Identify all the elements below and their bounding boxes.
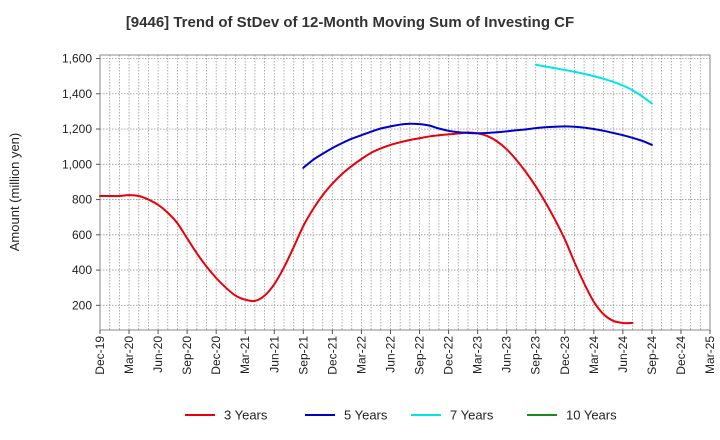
x-tick-label: Dec-19 <box>93 336 107 375</box>
legend: 3 Years 5 Years 7 Years 10 Years <box>185 408 617 423</box>
legend-label-5-years: 5 Years <box>344 408 388 423</box>
legend-label-10-years: 10 Years <box>566 408 617 423</box>
x-tick-label: Jun-21 <box>267 336 281 373</box>
x-tick-label: Dec-23 <box>558 336 572 375</box>
y-tick-label: 400 <box>72 263 92 277</box>
y-tick-label: 1,200 <box>62 122 92 136</box>
y-axis-label: Amount (million yen) <box>7 133 22 252</box>
y-tick-label: 1,400 <box>62 87 92 101</box>
legend-label-7-years: 7 Years <box>450 408 494 423</box>
y-tick-label: 1,000 <box>62 157 92 171</box>
series-line-3-years <box>99 131 634 325</box>
plot-area-frame <box>99 54 711 331</box>
x-tick-label: Mar-21 <box>238 336 252 374</box>
x-tick-label: Dec-22 <box>442 336 456 375</box>
x-tick-label: Jun-20 <box>151 336 165 373</box>
y-tick-label: 1,600 <box>62 52 92 66</box>
chart-title: [9446] Trend of StDev of 12-Month Moving… <box>126 14 574 31</box>
x-tick-label: Mar-20 <box>122 336 136 374</box>
x-tick-label: Dec-21 <box>325 336 339 375</box>
x-tick-label: Sep-21 <box>296 336 310 375</box>
x-tick-label: Sep-24 <box>645 336 659 375</box>
x-tick-label: Jun-23 <box>500 336 514 373</box>
x-tick-label: Mar-24 <box>587 336 601 374</box>
x-tick-label: Sep-22 <box>413 336 427 375</box>
y-tick-label: 600 <box>72 228 92 242</box>
x-tick-label: Mar-23 <box>471 336 485 374</box>
series-lines <box>99 63 653 325</box>
x-tick-label: Sep-20 <box>180 336 194 375</box>
legend-label-3-years: 3 Years <box>224 408 268 423</box>
x-tick-label: Mar-25 <box>703 336 717 374</box>
grid <box>99 55 711 330</box>
series-line-7-years <box>534 63 653 105</box>
x-tick-label: Sep-23 <box>529 336 543 375</box>
x-tick-label: Dec-20 <box>209 336 223 375</box>
y-axis: 200 400 600 800 1,000 1,200 1,400 1,600 <box>62 52 100 312</box>
y-tick-label: 800 <box>72 193 92 207</box>
series-line-5-years <box>302 122 653 169</box>
y-tick-label: 200 <box>72 298 92 312</box>
x-axis: Dec-19 Mar-20 Jun-20 Sep-20 Dec-20 Mar-21 Jun-… <box>93 330 717 375</box>
x-tick-label: Mar-22 <box>354 336 368 374</box>
x-tick-label: Dec-24 <box>674 336 688 375</box>
x-tick-label: Jun-22 <box>383 336 397 373</box>
x-tick-label: Jun-24 <box>616 336 630 373</box>
